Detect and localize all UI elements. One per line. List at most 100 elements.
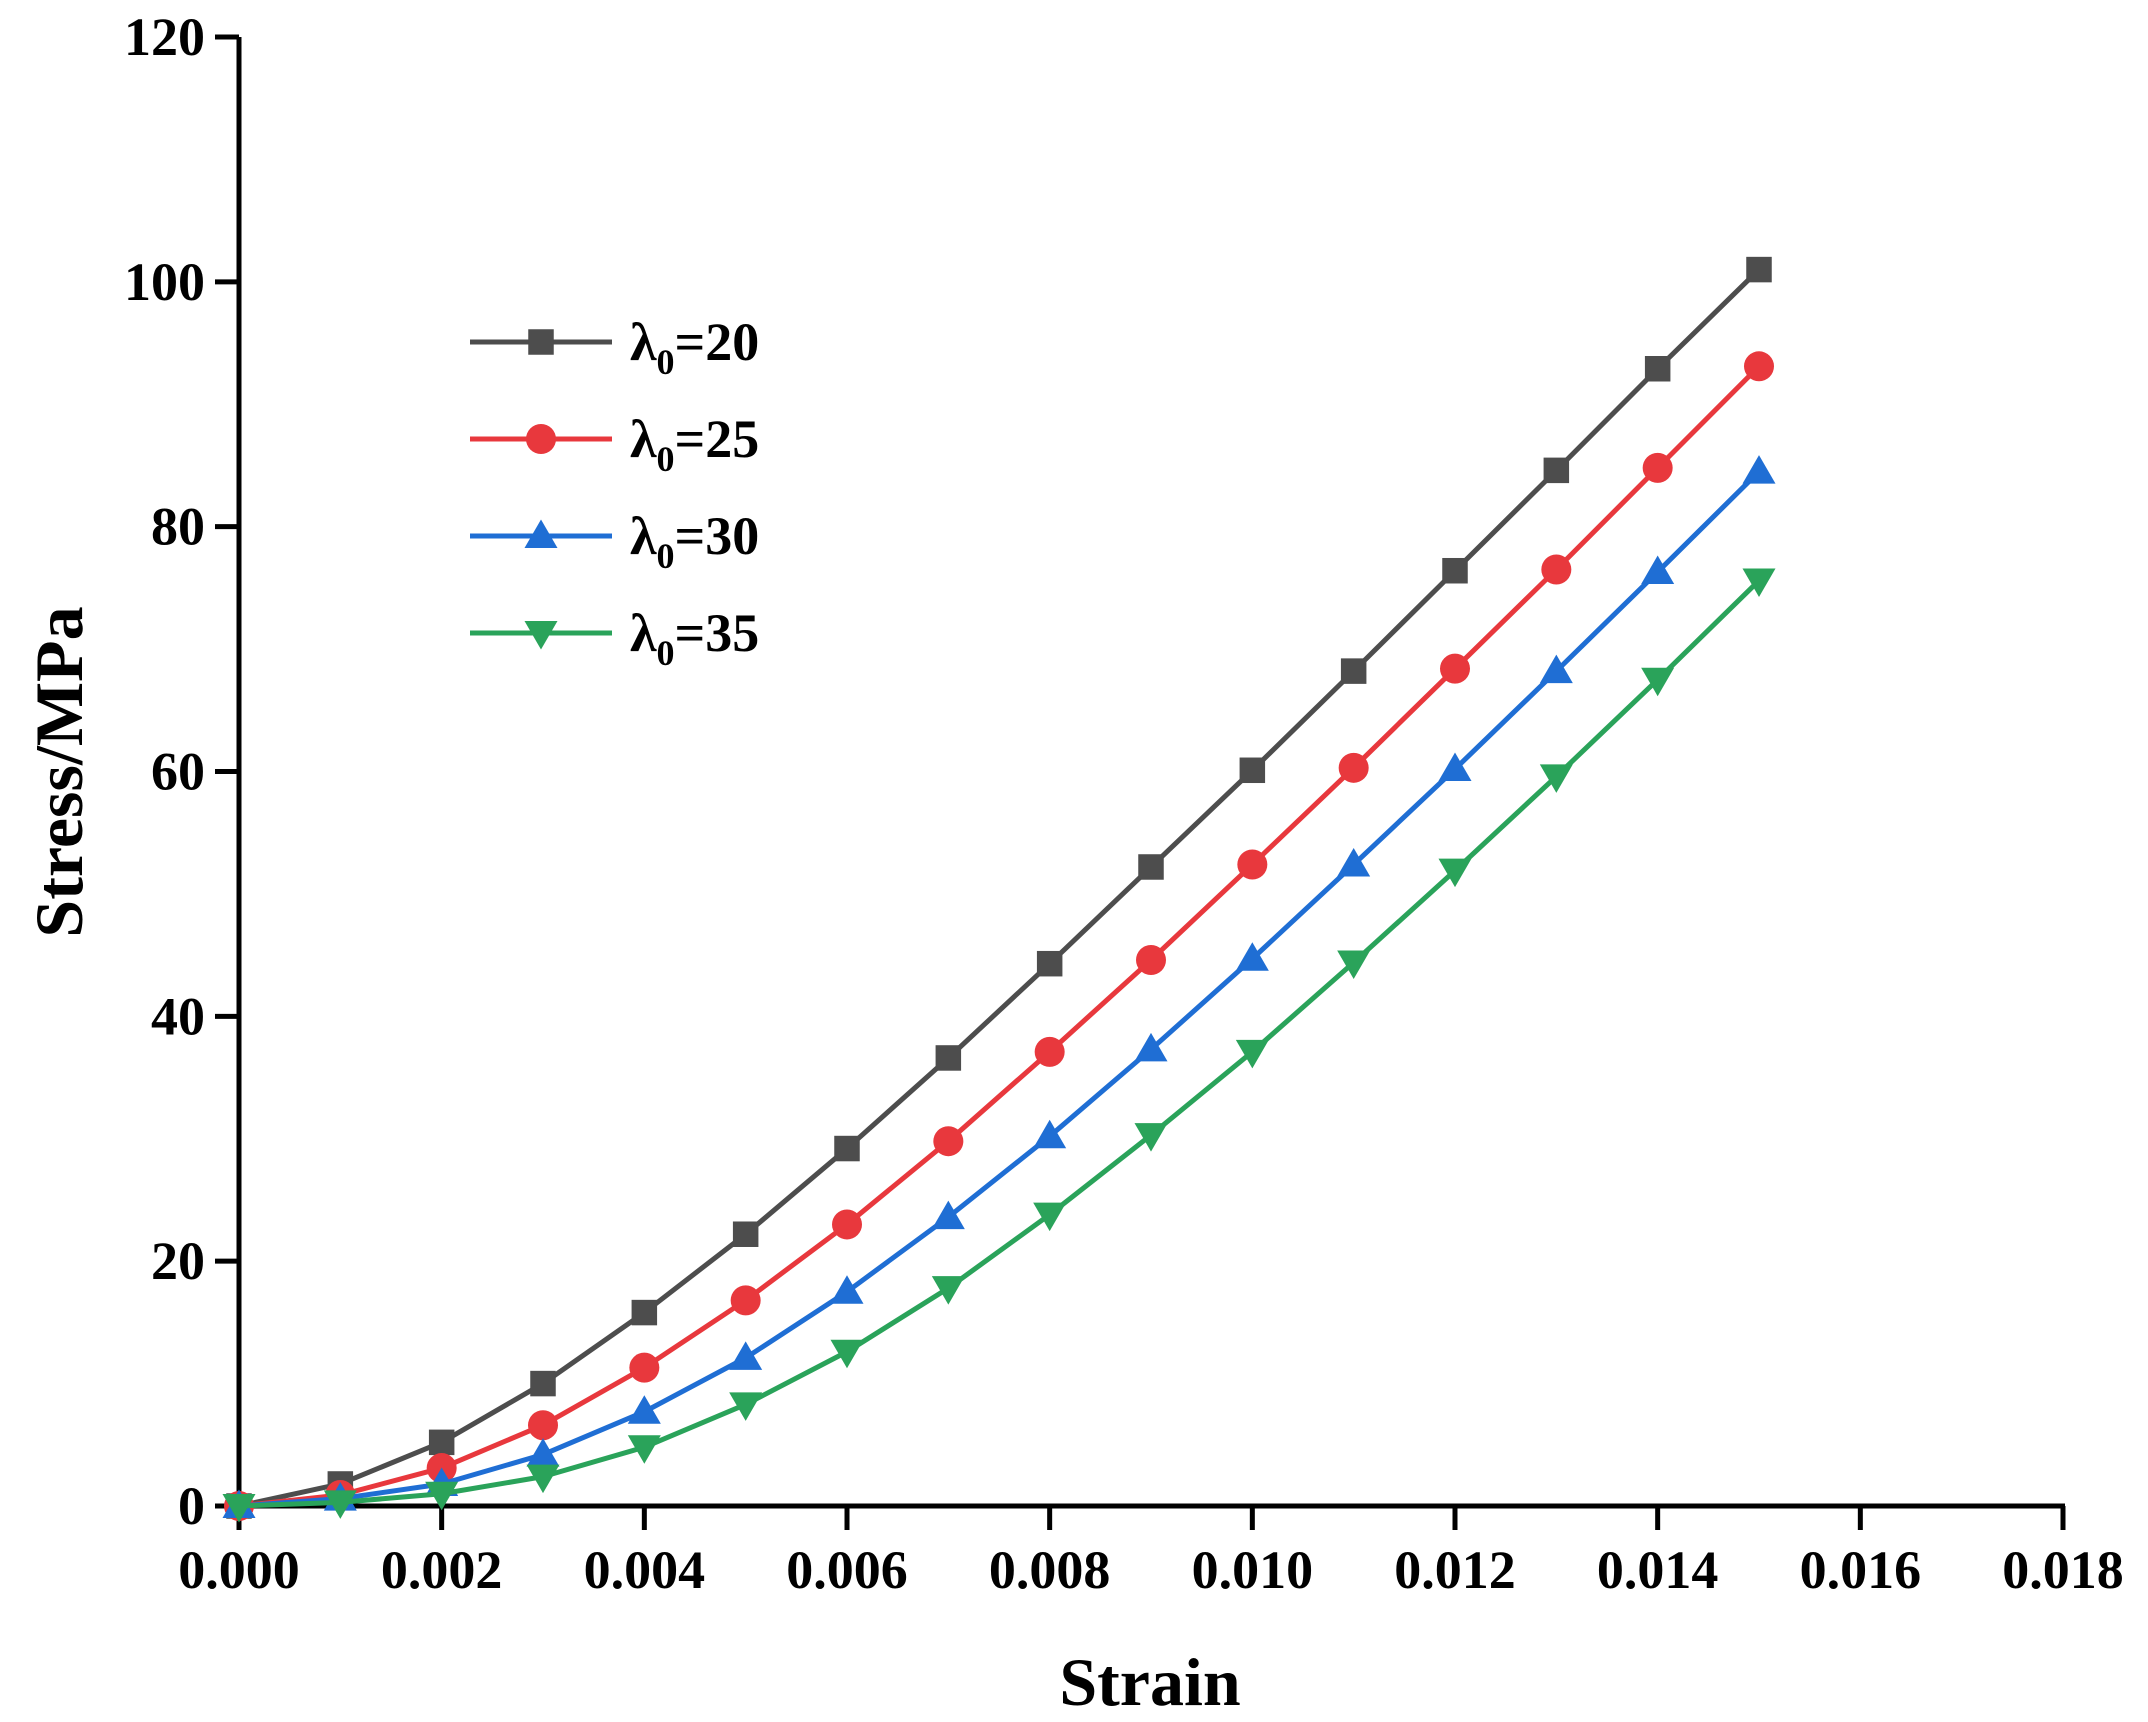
data-point [830,1275,864,1304]
data-point [730,1285,761,1316]
legend: λ0=20 λ0=25 λ0=30 λ0=35 [470,312,759,673]
data-point [1338,752,1369,783]
data-point [1340,658,1367,684]
data-point [834,1135,860,1162]
x-tick-label: 0.008 [989,1540,1111,1600]
legend-item: λ0=20 [470,312,759,382]
data-point [1235,1039,1269,1069]
data-point [1438,858,1472,888]
data-point [1440,653,1470,684]
data-point [1543,457,1570,484]
data-point [1033,1202,1067,1232]
data-point [1034,1036,1065,1067]
data-point [1642,452,1673,483]
data-point [530,1370,556,1397]
axes [236,37,2065,1509]
legend-swatch-marker [524,519,558,548]
legend-swatch-marker [526,424,556,454]
data-point [832,1209,862,1240]
data-point [425,1481,459,1511]
data-point [1337,950,1371,979]
data-point [1644,355,1671,382]
ticks: 0.000 0.002 0.004 0.006 0.008 0.010 0.012 0.014… [124,7,2124,1600]
data-point [1641,667,1675,697]
series-line [238,578,1761,1509]
data-point [1036,950,1063,977]
data-point [1136,945,1166,976]
data-point [1235,942,1269,971]
data-point [629,1352,660,1383]
legend-item: λ0=35 [470,603,759,673]
data-point [729,1341,763,1370]
series-layer [222,256,1776,1523]
data-point [627,1395,661,1424]
data-point [631,1299,658,1326]
y-tick-label: 20 [151,1231,205,1291]
y-tick-label: 100 [124,252,205,312]
legend-label: λ0=25 [630,409,759,479]
y-tick-label: 0 [178,1476,205,1536]
x-tick-label: 0.002 [381,1540,503,1600]
x-tick-label: 0.018 [2002,1540,2124,1600]
data-point [323,1490,357,1519]
data-point [1033,1119,1067,1149]
x-axis-title: Strain [1059,1644,1240,1720]
data-point [1539,654,1573,684]
data-point [1746,256,1772,283]
data-point [1539,764,1573,793]
x-tick-label: 0.012 [1394,1540,1516,1600]
data-point [1742,568,1776,598]
data-point [222,1494,256,1523]
series-20 [226,256,1772,1519]
data-point [1337,848,1371,877]
data-point [931,1200,965,1230]
y-tick-label: 80 [151,497,205,557]
data-point [1134,1123,1168,1152]
series-25 [224,351,1774,1521]
data-point [732,1221,759,1247]
data-point [1742,455,1776,484]
legend-label: λ0=35 [630,603,759,673]
x-tick-label: 0.014 [1597,1540,1719,1600]
x-tick-label: 0.000 [178,1540,300,1600]
data-point [1138,854,1164,880]
y-tick-label: 60 [151,742,205,802]
data-point [428,1429,455,1456]
x-tick-label: 0.004 [584,1540,706,1600]
x-tick-label: 0.010 [1192,1540,1314,1600]
legend-label: λ0=20 [630,312,759,382]
data-point [1442,557,1468,584]
legend-item: λ0=30 [470,506,759,576]
data-point [627,1435,661,1464]
legend-item: λ0=25 [470,409,759,479]
data-point [526,1464,560,1494]
data-point [1541,554,1572,585]
series-30 [222,455,1776,1518]
data-point [1134,1032,1168,1062]
data-point [935,1045,962,1071]
series-line [238,364,1761,1509]
legend-label: λ0=30 [630,506,759,576]
data-point [1237,849,1268,880]
data-point [931,1276,965,1305]
data-point [830,1339,864,1369]
data-point [1744,351,1774,382]
y-tick-label: 120 [124,7,205,67]
data-point [729,1392,763,1421]
data-point [528,1410,558,1441]
data-point [933,1126,964,1157]
legend-swatch-marker [524,621,558,650]
x-tick-label: 0.006 [786,1540,908,1600]
y-axis-title: Stress/MPa [21,606,97,937]
legend-swatch-marker [528,329,554,355]
series-35 [222,568,1776,1523]
series-line [238,469,1761,1509]
data-point [1239,757,1266,784]
data-point [1641,555,1675,584]
x-tick-label: 0.016 [1800,1540,1922,1600]
data-point [1438,752,1472,782]
data-point [526,1438,560,1467]
series-line [238,267,1761,1509]
y-tick-label: 40 [151,986,205,1046]
